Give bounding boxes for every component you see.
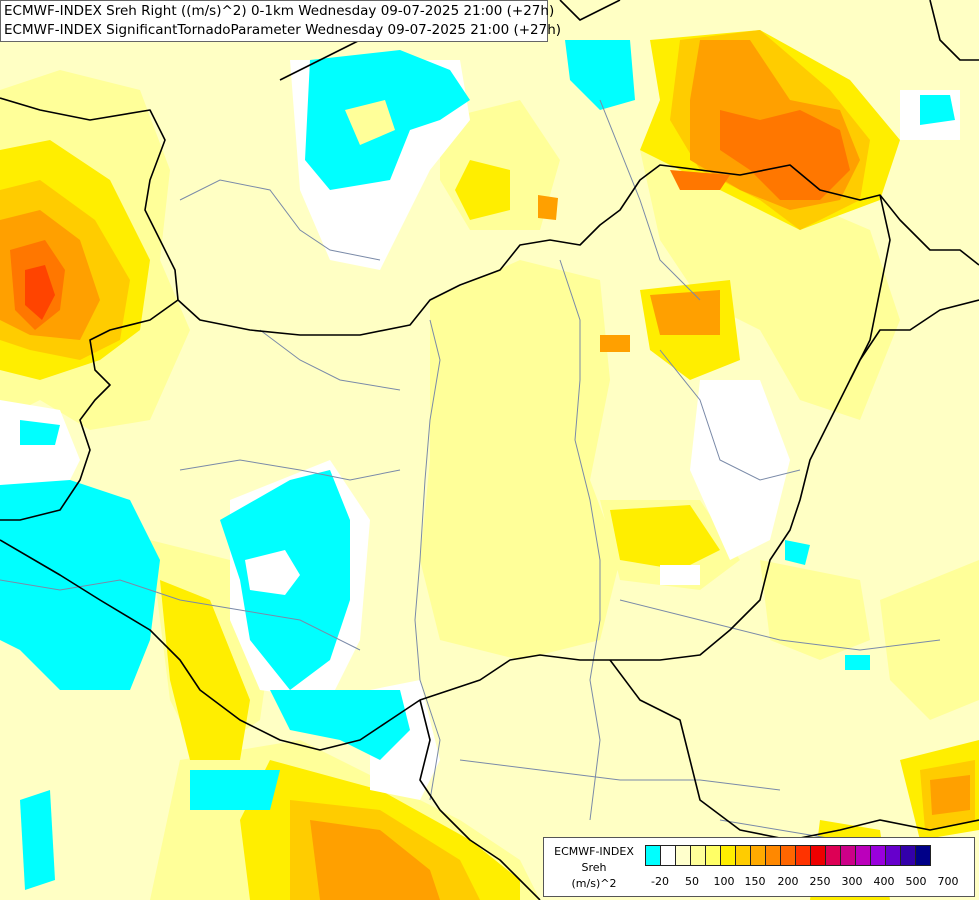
legend-tick: -20 <box>651 875 669 888</box>
legend-swatch <box>810 845 826 866</box>
legend-tick: 700 <box>937 875 959 888</box>
legend-tick: 300 <box>841 875 863 888</box>
legend-swatch <box>735 845 751 866</box>
sreh-orange-patch <box>600 335 630 352</box>
sreh-yellow-patch <box>610 505 720 570</box>
legend-swatch <box>840 845 856 866</box>
sreh-cyan-patch <box>785 540 810 565</box>
legend-swatch <box>900 845 916 866</box>
sreh-light-yellow-patch <box>640 150 900 420</box>
legend-swatch <box>915 845 931 866</box>
legend-swatch <box>675 845 691 866</box>
river-line <box>559 259 601 821</box>
sreh-light-yellow-patch <box>760 560 870 660</box>
sreh-deep-orange-patch <box>670 170 730 190</box>
legend-tick: 500 <box>905 875 927 888</box>
river-line <box>179 179 381 261</box>
legend-swatch <box>720 845 736 866</box>
border-line <box>0 299 179 521</box>
sreh-orange-patch <box>538 195 558 220</box>
rivers <box>0 99 941 861</box>
sreh-white-patch <box>245 550 300 595</box>
sreh-cyan-patch <box>190 770 280 810</box>
sreh-cyan-patch <box>20 420 60 445</box>
legend-swatch <box>795 845 811 866</box>
river-line <box>0 579 361 651</box>
sreh-light-yellow-patch <box>880 560 979 720</box>
river-line <box>179 459 401 481</box>
border-line <box>0 194 891 751</box>
legend-swatch <box>870 845 886 866</box>
sreh-orange-patch <box>310 820 440 900</box>
sreh-deep-orange-patch <box>720 110 850 200</box>
legend-unit: (m/s)^2 <box>571 877 617 890</box>
border-line <box>419 699 541 900</box>
river-line <box>619 599 941 651</box>
river-line <box>414 319 441 801</box>
border-line <box>849 299 979 381</box>
border-line <box>559 0 621 21</box>
legend-swatch <box>885 845 901 866</box>
legend-tick: 50 <box>685 875 699 888</box>
sreh-light-yellow-patch <box>345 100 395 145</box>
sreh-red-orange-patch <box>25 265 55 320</box>
river-line <box>599 99 701 301</box>
sreh-orange-patch <box>650 290 720 335</box>
sreh-cyan-patch <box>920 95 955 125</box>
legend-tick: 200 <box>777 875 799 888</box>
legend-color-bar <box>645 845 931 866</box>
legend-tick: 250 <box>809 875 831 888</box>
sreh-cyan-patch <box>845 655 870 670</box>
legend-tick: 150 <box>744 875 766 888</box>
legend-title: ECMWF-INDEX <box>554 845 634 858</box>
river-line <box>459 759 781 791</box>
title-line-stp: ECMWF-INDEX SignificantTornadoParameter … <box>4 22 562 38</box>
legend-swatch <box>765 845 781 866</box>
legend: ECMWF-INDEX Sreh (m/s)^2 -20 50 100 150 200 2… <box>543 837 975 897</box>
legend-swatch <box>825 845 841 866</box>
legend-swatch <box>645 845 661 866</box>
legend-swatch <box>690 845 706 866</box>
sreh-orange-patch <box>930 775 970 815</box>
river-line <box>259 329 401 391</box>
legend-swatch <box>855 845 871 866</box>
border-line <box>0 97 979 336</box>
legend-swatch <box>750 845 766 866</box>
sreh-yellow-patch <box>160 580 250 760</box>
border-line <box>609 659 979 841</box>
sreh-cyan-patch <box>565 40 635 110</box>
sreh-yellow-patch <box>455 160 510 220</box>
sreh-cyan-patch <box>0 480 160 690</box>
sreh-cyan-patch <box>270 690 410 760</box>
border-line <box>929 0 979 61</box>
legend-variable: Sreh <box>581 861 607 874</box>
river-line <box>659 349 801 481</box>
sreh-white-patch <box>660 565 700 585</box>
legend-tick: 100 <box>713 875 735 888</box>
legend-tick: 400 <box>873 875 895 888</box>
title-line-sreh: ECMWF-INDEX Sreh Right ((m/s)^2) 0-1km W… <box>4 3 555 19</box>
legend-swatch <box>705 845 721 866</box>
map-title-box: ECMWF-INDEX Sreh Right ((m/s)^2) 0-1km W… <box>0 0 562 42</box>
sreh-cyan-patch <box>20 790 55 890</box>
legend-swatch <box>780 845 796 866</box>
legend-swatch <box>660 845 676 866</box>
sreh-light-yellow-patch <box>420 260 620 660</box>
